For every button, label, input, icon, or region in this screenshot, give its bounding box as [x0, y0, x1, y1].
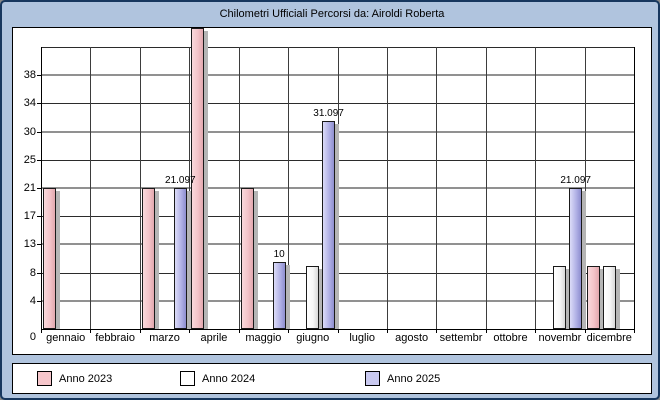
y-tick	[37, 103, 41, 105]
month-label: aprile	[200, 332, 228, 344]
bar-anno-2025-novembr	[569, 188, 583, 329]
bar-anno-2023-marzo	[141, 188, 155, 329]
x-tick	[485, 329, 487, 333]
legend-label: Anno 2024	[202, 373, 256, 385]
x-tick	[238, 329, 240, 333]
y-tick-label: 25	[23, 153, 36, 166]
bar-anno-2024-dicembre	[602, 265, 616, 329]
month-label: maggio	[245, 332, 282, 344]
y-tick	[37, 131, 41, 133]
legend-swatch	[365, 371, 380, 386]
month-label: novembr	[538, 332, 582, 344]
month-separator	[584, 47, 586, 329]
y-tick-label: 21	[23, 182, 36, 194]
legend: Anno 2023 Anno 2024 Anno 2025	[12, 363, 652, 394]
x-tick	[436, 329, 438, 333]
x-axis-line	[41, 329, 635, 330]
month-label: settembr	[439, 332, 483, 344]
month-separator	[386, 47, 388, 329]
chart-title: Chilometri Ufficiali Percorsi da: Airold…	[219, 8, 445, 20]
y-tick-label: 17	[23, 210, 36, 223]
y-tick-label: 30	[23, 125, 36, 138]
month-separator	[238, 47, 240, 329]
bar-anno-2023-maggio	[240, 188, 254, 329]
y-tick-label: 13	[23, 238, 36, 251]
month-separator	[189, 47, 191, 329]
month-separator	[139, 47, 141, 329]
bar-anno-2024-giugno	[306, 265, 320, 329]
month-label: agosto	[395, 332, 429, 344]
bar-value-label: 10	[273, 249, 285, 261]
month-label: ottobre	[493, 332, 528, 344]
y-tick-label: 34	[23, 97, 36, 110]
month-label: marzo	[149, 332, 180, 344]
plot-right-border	[634, 47, 635, 330]
month-label: giugno	[296, 332, 330, 344]
bar-value-label: 31.097	[313, 108, 344, 120]
legend-swatch	[37, 371, 52, 386]
y-tick	[37, 244, 41, 246]
y-tick	[37, 75, 41, 77]
y-tick-label: 0	[29, 331, 36, 343]
bar-value-label: 21.097	[165, 175, 196, 186]
y-tick	[37, 216, 41, 218]
month-separator	[90, 47, 92, 329]
bar-anno-2023-dicembre	[586, 265, 600, 329]
x-tick	[41, 329, 42, 333]
bar-value-label: 21.097	[560, 175, 591, 186]
x-tick	[584, 329, 586, 333]
bar-anno-2024-novembr	[553, 265, 567, 329]
y-tick	[37, 272, 41, 274]
x-tick	[189, 329, 191, 333]
month-separator	[485, 47, 487, 329]
bar-anno-2025-marzo	[173, 188, 187, 329]
month-separator	[535, 47, 537, 329]
bar-anno-2025-giugno	[322, 121, 336, 329]
x-tick	[139, 329, 141, 333]
legend-swatch	[180, 371, 195, 386]
x-tick	[535, 329, 537, 333]
month-label: luglio	[349, 332, 376, 344]
y-axis-line	[41, 47, 42, 330]
y-tick-label: 8	[29, 266, 36, 279]
x-tick	[386, 329, 388, 333]
y-tick	[37, 188, 41, 189]
y-tick-label: 4	[29, 294, 36, 307]
month-separator	[436, 47, 438, 329]
y-tick	[37, 300, 41, 302]
y-tick	[37, 159, 41, 161]
month-label: gennaio	[46, 332, 86, 344]
bar-anno-2025-maggio	[272, 262, 286, 329]
legend-label: Anno 2023	[59, 373, 113, 385]
month-separator	[288, 47, 290, 329]
legend-label: Anno 2025	[387, 373, 441, 385]
x-tick	[634, 329, 635, 333]
x-tick	[288, 329, 290, 333]
x-tick	[90, 329, 92, 333]
bar-anno-2023-gennaio	[43, 188, 56, 329]
bar-anno-2023-aprile	[191, 28, 205, 329]
x-tick	[337, 329, 339, 333]
month-label: dicembre	[586, 332, 632, 344]
month-label: febbraio	[95, 332, 135, 344]
y-tick-label: 38	[23, 69, 36, 82]
